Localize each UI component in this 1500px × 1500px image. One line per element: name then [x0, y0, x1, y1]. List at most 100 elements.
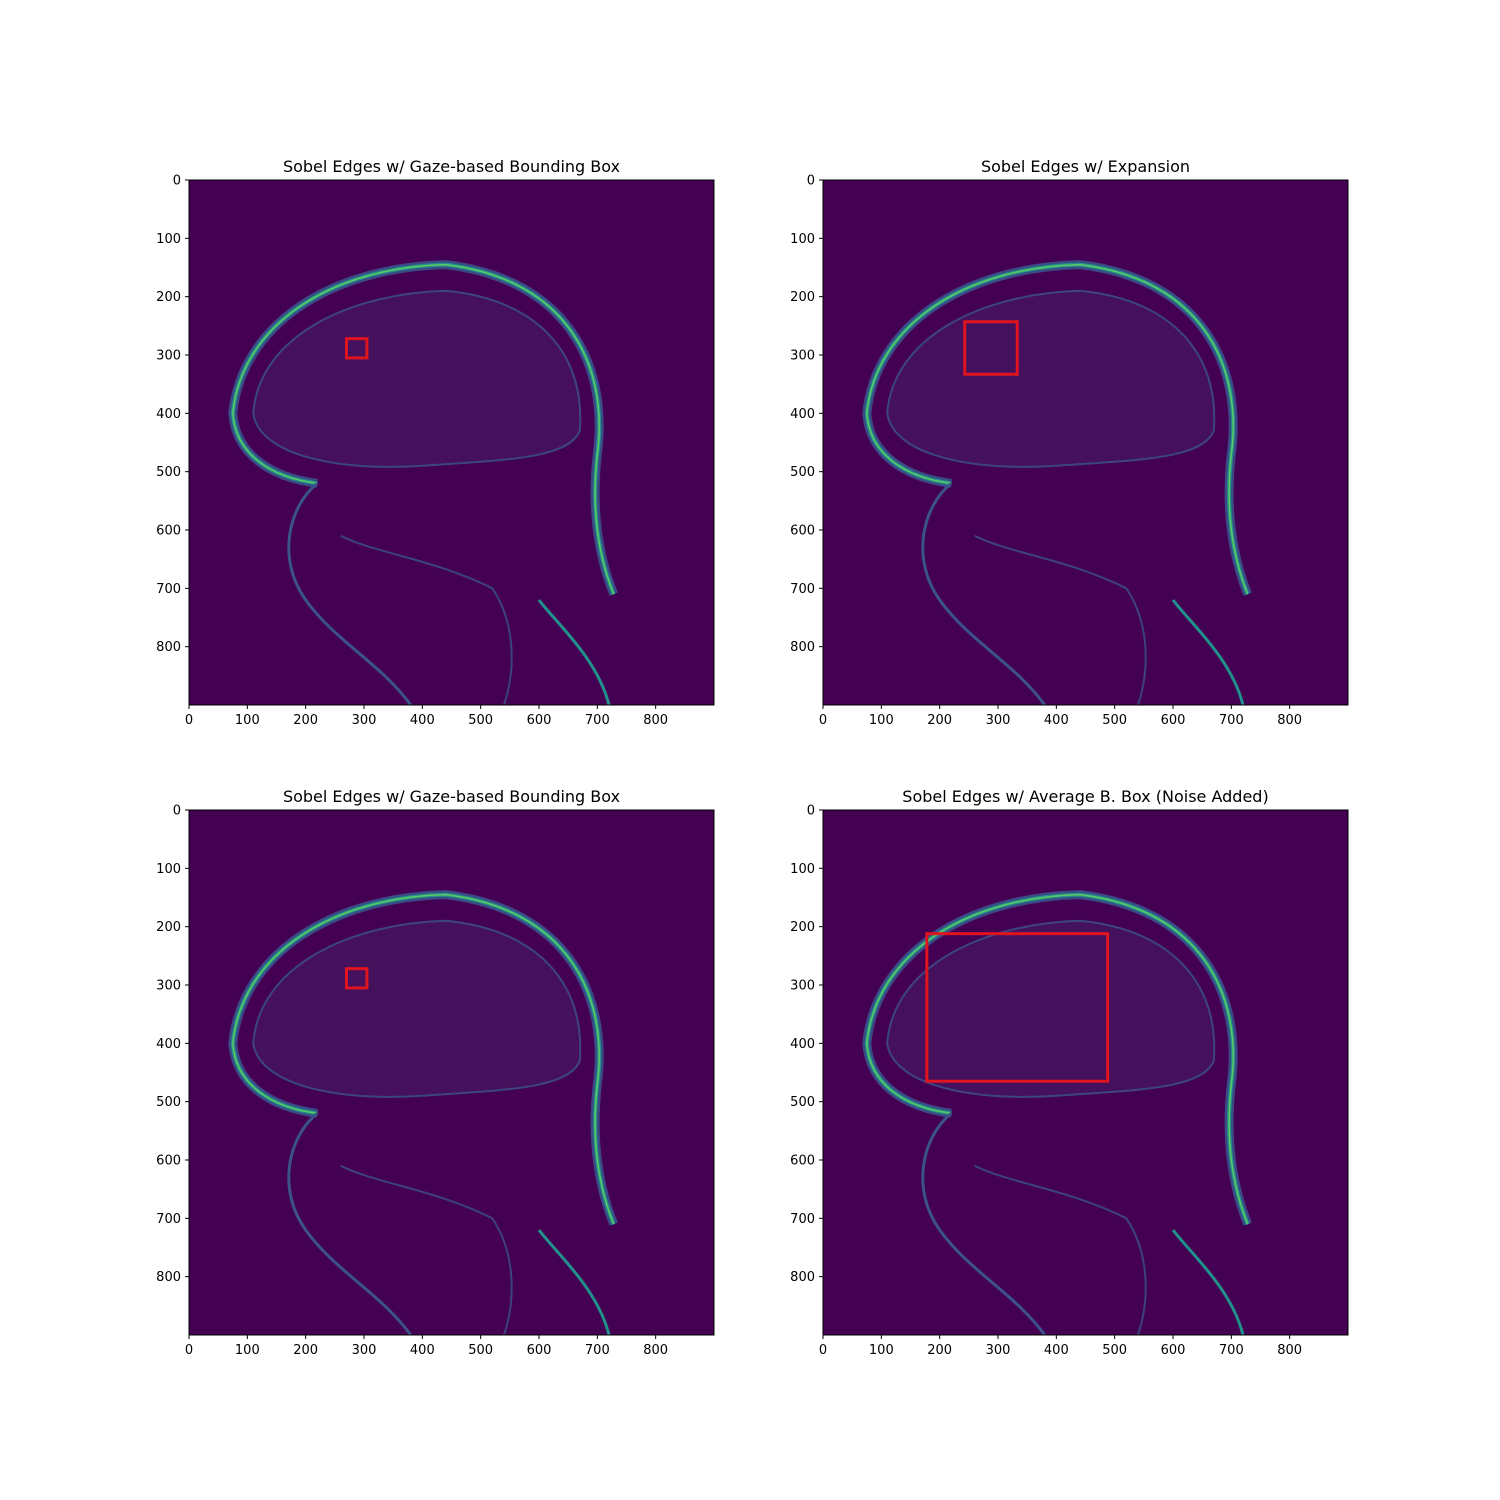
x-tick-label: 200 [293, 1343, 318, 1358]
bounding-box [345, 337, 369, 360]
y-tick-label: 100 [156, 862, 181, 877]
bounding-box [345, 967, 369, 990]
subplot-title: Sobel Edges w/ Average B. Box (Noise Add… [902, 787, 1268, 806]
x-tick-label: 200 [927, 713, 952, 728]
face-edge [287, 1112, 412, 1335]
x-tick-label: 100 [869, 1343, 894, 1358]
face-edge [287, 482, 412, 705]
y-tick-label: 0 [807, 174, 815, 189]
jaw-edge [340, 1164, 513, 1335]
subplot-expansion: Sobel Edges w/ Expansion 0 100 200 300 400 50… [790, 157, 1349, 729]
y-tick-label: 400 [156, 1037, 181, 1052]
subplot-title: Sobel Edges w/ Gaze-based Bounding Box [283, 787, 620, 806]
x-tick-label: 300 [352, 1343, 377, 1358]
bounding-box-layer [345, 337, 369, 360]
subplot-title: Sobel Edges w/ Expansion [981, 157, 1190, 176]
y-tick-label: 500 [156, 465, 181, 480]
x-tick-label: 600 [1161, 713, 1186, 728]
face-edge [921, 482, 1046, 705]
x-tick-label: 0 [185, 1343, 193, 1358]
jaw-edge [974, 1164, 1147, 1335]
y-tick-label: 500 [156, 1095, 181, 1110]
y-tick-label: 800 [156, 1270, 181, 1285]
neck-edge [1171, 1229, 1245, 1335]
y-tick-label: 600 [156, 1154, 181, 1169]
skull-edge-inner [866, 893, 1249, 1225]
bounding-box [925, 932, 1110, 1083]
y-tick-label: 200 [790, 920, 815, 935]
y-tick-label: 800 [156, 640, 181, 655]
y-tick-label: 500 [790, 1095, 815, 1110]
axis-ticks: 0 100 200 300 400 500 600 700 800 0 100 200 300 400 50… [156, 804, 668, 1359]
y-tick-label: 400 [156, 407, 181, 422]
x-tick-label: 700 [1219, 1343, 1244, 1358]
y-tick-label: 300 [790, 349, 815, 364]
axis-ticks: 0 100 200 300 400 500 600 700 800 0 100 200 300 400 50… [790, 804, 1302, 1359]
sobel-edge-image [189, 180, 714, 705]
x-tick-label: 400 [1044, 713, 1069, 728]
axes-frame [822, 809, 1349, 1336]
subplot-average-box-noise: Sobel Edges w/ Average B. Box (Noise Add… [790, 787, 1349, 1359]
bounding-box-layer [925, 932, 1110, 1083]
axis-ticks: 0 100 200 300 400 500 600 700 800 0 100 200 300 400 50… [156, 174, 668, 729]
y-tick-label: 100 [790, 862, 815, 877]
x-tick-label: 400 [410, 1343, 435, 1358]
skull-edge-inner [232, 893, 615, 1225]
y-tick-label: 300 [156, 979, 181, 994]
axis-ticks: 0 100 200 300 400 500 600 700 800 0 100 200 300 400 50… [790, 174, 1302, 729]
x-tick-label: 800 [1277, 1343, 1302, 1358]
neck-edge [537, 1229, 611, 1335]
x-tick-label: 0 [819, 713, 827, 728]
bounding-box-layer [345, 967, 369, 990]
y-tick-label: 200 [156, 920, 181, 935]
x-tick-label: 600 [1161, 1343, 1186, 1358]
x-tick-label: 200 [927, 1343, 952, 1358]
skull-edge-inner [232, 263, 615, 595]
y-tick-label: 600 [156, 524, 181, 539]
brain-region [886, 919, 1216, 1098]
brain-region [886, 289, 1216, 468]
y-tick-label: 0 [173, 174, 181, 189]
x-tick-label: 500 [468, 713, 493, 728]
x-tick-label: 0 [819, 1343, 827, 1358]
jaw-edge [974, 534, 1147, 705]
face-edge [921, 1112, 1046, 1335]
axes-frame [188, 809, 715, 1336]
y-tick-label: 700 [156, 582, 181, 597]
y-tick-label: 700 [156, 1212, 181, 1227]
subplot-gaze-box-top: Sobel Edges w/ Gaze-based Bounding Box 0… [156, 157, 715, 729]
skull-edge-inner [866, 263, 1249, 595]
x-tick-label: 300 [986, 713, 1011, 728]
jaw-edge [340, 534, 513, 705]
y-tick-label: 100 [790, 232, 815, 247]
x-tick-label: 800 [643, 1343, 668, 1358]
y-tick-label: 600 [790, 1154, 815, 1169]
brain-region [252, 919, 582, 1098]
y-tick-label: 0 [807, 804, 815, 819]
sobel-edge-image [189, 810, 714, 1335]
neck-edge [1171, 599, 1245, 705]
subplot-title: Sobel Edges w/ Gaze-based Bounding Box [283, 157, 620, 176]
sobel-edge-image [823, 810, 1348, 1335]
y-tick-label: 400 [790, 407, 815, 422]
x-tick-label: 300 [352, 713, 377, 728]
x-tick-label: 600 [527, 713, 552, 728]
y-tick-label: 300 [156, 349, 181, 364]
sobel-edge-image [823, 180, 1348, 705]
x-tick-label: 100 [235, 1343, 260, 1358]
x-tick-label: 400 [410, 713, 435, 728]
y-tick-label: 100 [156, 232, 181, 247]
y-tick-label: 200 [790, 290, 815, 305]
x-tick-label: 300 [986, 1343, 1011, 1358]
x-tick-label: 700 [1219, 713, 1244, 728]
subplot-gaze-box-bottom: Sobel Edges w/ Gaze-based Bounding Box 0… [156, 787, 715, 1359]
y-tick-label: 700 [790, 582, 815, 597]
y-tick-label: 500 [790, 465, 815, 480]
x-tick-label: 500 [1102, 713, 1127, 728]
x-tick-label: 100 [869, 713, 894, 728]
bounding-box-layer [963, 320, 1019, 376]
x-tick-label: 700 [585, 1343, 610, 1358]
axes-frame [188, 179, 715, 706]
bounding-box [963, 320, 1019, 376]
